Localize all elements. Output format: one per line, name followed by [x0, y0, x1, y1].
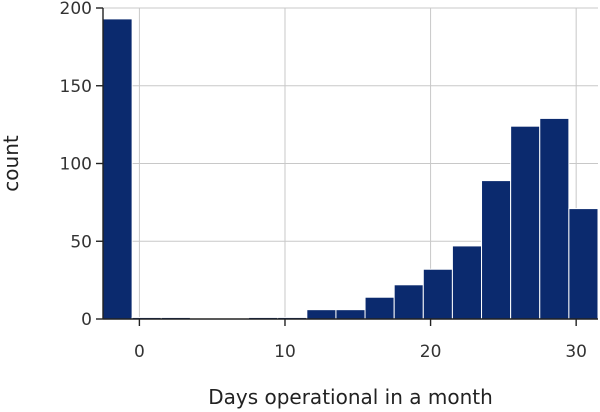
bars [102, 18, 599, 320]
x-axis-title: Days operational in a month [208, 385, 493, 409]
histogram-bar [422, 268, 453, 320]
x-tick-label: 10 [274, 342, 296, 362]
y-axis-title: count [0, 135, 23, 192]
y-tick-label: 50 [70, 232, 92, 252]
y-tick-label: 0 [81, 310, 92, 330]
x-tick-label: 30 [565, 342, 587, 362]
y-tick-label: 200 [60, 0, 92, 19]
y-tick-label: 150 [60, 77, 92, 97]
histogram-bar [393, 284, 424, 320]
histogram-bar [364, 296, 395, 320]
histogram-bar [306, 309, 337, 320]
histogram-bar [510, 125, 541, 320]
axes [96, 7, 598, 326]
x-tick-label: 0 [134, 342, 145, 362]
x-tick-label: 20 [420, 342, 442, 362]
histogram-bar [451, 245, 483, 320]
histogram-bar [335, 309, 366, 320]
y-tick-label: 100 [60, 155, 92, 175]
histogram-bar [539, 117, 570, 320]
histogram-bar [568, 208, 599, 320]
histogram-bar [102, 18, 133, 320]
histogram-bar [481, 180, 512, 320]
tick-labels: 0 50 100 150 200 0 10 20 30 [60, 0, 587, 362]
